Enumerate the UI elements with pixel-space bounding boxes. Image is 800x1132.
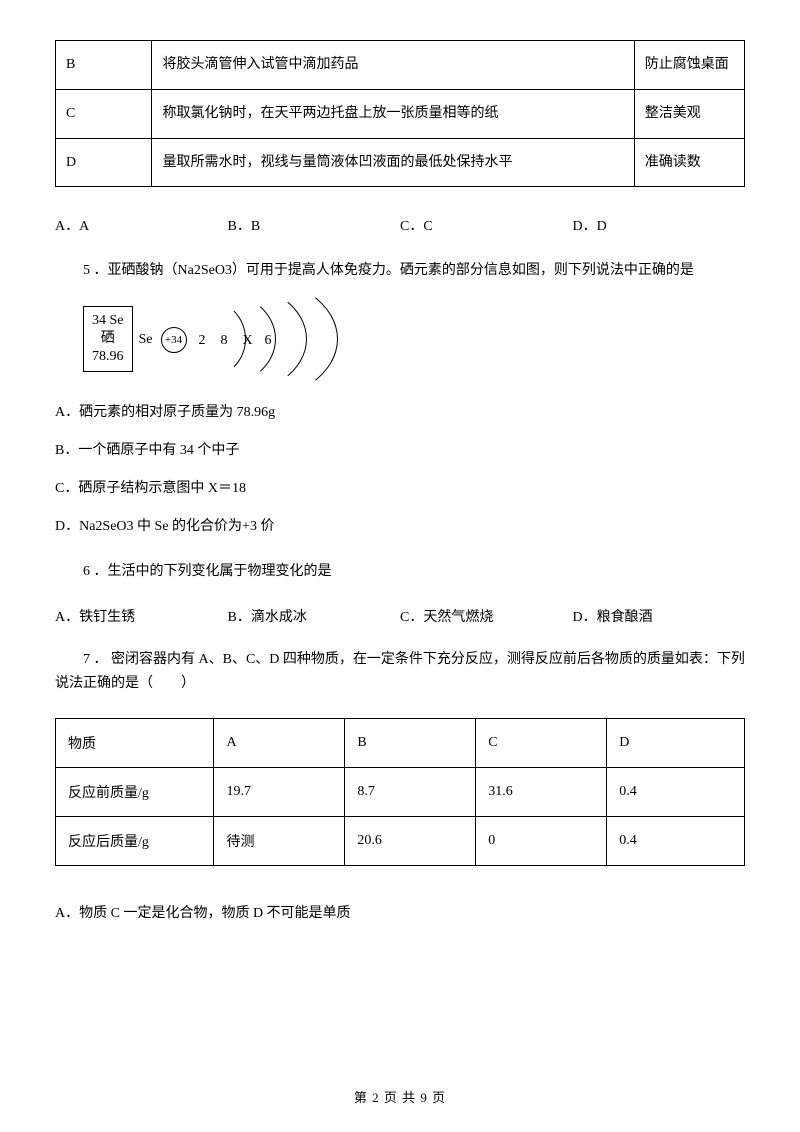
option-c: C．天然气燃烧	[400, 606, 573, 626]
header-cell: 物质	[56, 718, 214, 767]
cell: 反应后质量/g	[56, 816, 214, 865]
cell: 19.7	[214, 767, 345, 816]
cell: 待测	[214, 816, 345, 865]
q7-stem: 7 ． 密闭容器内有 A、B、C、D 四种物质，在一定条件下充分反应，测得反应前…	[55, 648, 745, 696]
table-row: 反应后质量/g 待测 20.6 0 0.4	[56, 816, 745, 865]
pt-line1: 34 Se	[92, 312, 124, 330]
q6-options: A．铁钉生锈 B．滴水成冰 C．天然气燃烧 D．粮食酿酒	[55, 606, 745, 626]
row-desc: 量取所需水时，视线与量筒液体凹液面的最低处保持水平	[152, 138, 634, 187]
cell: 0.4	[607, 816, 745, 865]
pt-line2: 硒	[92, 330, 124, 348]
table-row: C 称取氯化钠时，在天平两边托盘上放一张质量相等的纸 整洁美观	[56, 89, 745, 138]
option-b: B．B	[228, 215, 401, 235]
option-c: C．C	[400, 215, 573, 235]
header-cell: B	[345, 718, 476, 767]
option-d: D．D	[573, 215, 746, 235]
mass-table: 物质 A B C D 反应前质量/g 19.7 8.7 31.6 0.4 反应后…	[55, 718, 745, 866]
option-a: A．A	[55, 215, 228, 235]
page-footer: 第 2 页 共 9 页	[0, 1087, 800, 1106]
cell: 8.7	[345, 767, 476, 816]
table-row: 反应前质量/g 19.7 8.7 31.6 0.4	[56, 767, 745, 816]
q6-stem: 6 ．生活中的下列变化属于物理变化的是	[55, 560, 745, 584]
q5-option-c: C．硒原子结构示意图中 X＝18	[55, 477, 745, 501]
shell-electron: 6	[265, 333, 272, 349]
row-label: C	[56, 89, 152, 138]
q5-option-b: B．一个硒原子中有 34 个中子	[55, 439, 745, 463]
atom-shell-diagram: Se +34 2 8 X 6	[139, 305, 294, 373]
table-row: B 将胶头滴管伸入试管中滴加药品 防止腐蚀桌面	[56, 41, 745, 90]
shell-electron: X	[243, 333, 253, 349]
q7-option-a: A．物质 C 一定是化合物，物质 D 不可能是单质	[55, 902, 745, 926]
table-row: 物质 A B C D	[56, 718, 745, 767]
q4-options: A．A B．B C．C D．D	[55, 215, 745, 235]
row-label: B	[56, 41, 152, 90]
row-reason: 防止腐蚀桌面	[634, 41, 744, 90]
q5-stem: 5 ．亚硒酸钠（Na2SeO3）可用于提高人体免疫力。硒元素的部分信息如图，则下…	[55, 259, 745, 283]
cell: 20.6	[345, 816, 476, 865]
option-d: D．粮食酿酒	[573, 606, 746, 626]
shell-electron: 8	[221, 333, 228, 349]
q5-option-d: D．Na2SeO3 中 Se 的化合价为+3 价	[55, 515, 745, 539]
row-reason: 整洁美观	[634, 89, 744, 138]
row-desc: 称取氯化钠时，在天平两边托盘上放一张质量相等的纸	[152, 89, 634, 138]
row-reason: 准确读数	[634, 138, 744, 187]
cell: 0.4	[607, 767, 745, 816]
cell: 反应前质量/g	[56, 767, 214, 816]
cell: 31.6	[476, 767, 607, 816]
header-cell: C	[476, 718, 607, 767]
periodic-table-cell: 34 Se 硒 78.96	[83, 306, 133, 373]
q5-figure: 34 Se 硒 78.96 Se +34 2 8 X 6	[83, 305, 745, 373]
option-b: B．滴水成冰	[228, 606, 401, 626]
q5-option-a: A．硒元素的相对原子质量为 78.96g	[55, 401, 745, 425]
row-desc: 将胶头滴管伸入试管中滴加药品	[152, 41, 634, 90]
table-row: D 量取所需水时，视线与量筒液体凹液面的最低处保持水平 准确读数	[56, 138, 745, 187]
header-cell: A	[214, 718, 345, 767]
element-symbol: Se	[139, 332, 153, 348]
option-a: A．铁钉生锈	[55, 606, 228, 626]
experiment-table: B 将胶头滴管伸入试管中滴加药品 防止腐蚀桌面 C 称取氯化钠时，在天平两边托盘…	[55, 40, 745, 187]
shell-electron: 2	[199, 333, 206, 349]
header-cell: D	[607, 718, 745, 767]
row-label: D	[56, 138, 152, 187]
pt-line3: 78.96	[92, 348, 124, 366]
cell: 0	[476, 816, 607, 865]
